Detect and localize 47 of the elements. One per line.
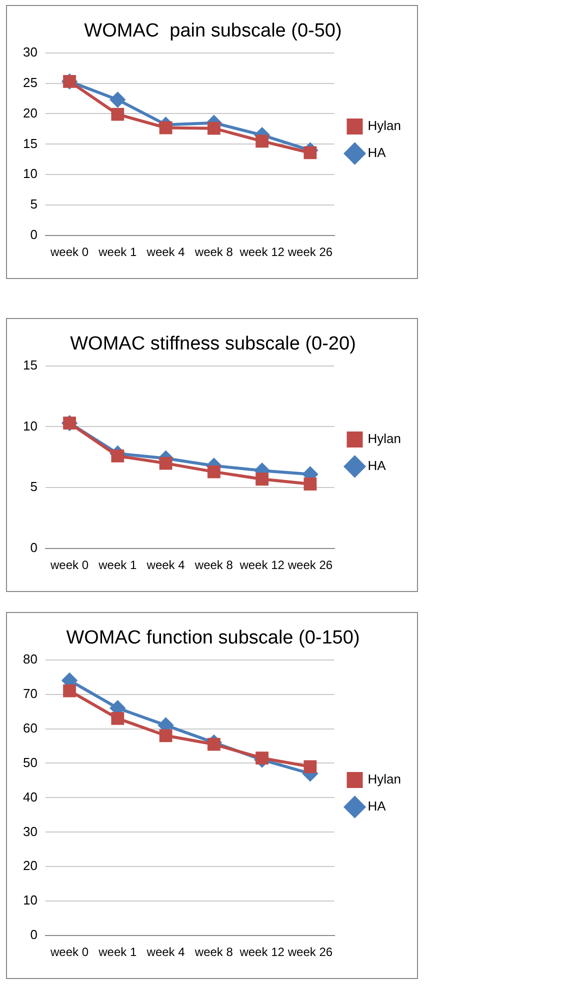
x-tick-label: week 12 [238,245,285,260]
x-tick-label: week 4 [146,245,186,260]
x-tick-label: week 26 [286,245,333,260]
x-tick-label: week 1 [98,245,137,260]
legend-label: HA [368,798,386,814]
y-tick-label: 0 [30,540,38,556]
y-tick-label: 50 [22,754,38,770]
legend-label: Hylan [368,431,402,446]
legend-label: HA [368,145,386,160]
y-tick-label: 15 [22,357,38,372]
y-tick-label: 30 [22,824,38,839]
x-tick-label: week 26 [286,558,333,572]
y-tick-label: 20 [22,858,38,874]
y-tick-label: 15 [22,136,38,151]
y-tick-label: 70 [22,686,38,701]
y-tick-label: 40 [22,789,38,804]
y-tick-label: 0 [30,927,38,942]
x-tick-label: week 12 [238,558,285,572]
x-tick-label: week 0 [50,945,89,960]
x-tick-label: week 0 [50,245,89,260]
x-tick-label: week 26 [286,945,333,960]
x-tick-label: week 8 [194,945,234,960]
x-tick-label: week 1 [98,945,137,960]
legend-label: Hylan [368,118,402,134]
y-tick-label: 5 [30,479,38,494]
x-tick-label: week 8 [194,558,234,572]
x-tick-label: week 4 [146,558,186,572]
y-tick-label: 20 [22,105,38,120]
y-tick-label: 25 [22,74,38,90]
x-tick-label: week 1 [98,558,137,572]
x-tick-label: week 4 [146,945,186,960]
x-tick-label: week 8 [194,245,234,260]
y-tick-label: 10 [22,166,38,182]
y-tick-label: 80 [22,651,38,666]
y-tick-label: 60 [22,720,38,736]
x-tick-label: week 0 [50,558,89,572]
legend-label: HA [368,458,386,474]
y-tick-label: 0 [30,227,38,242]
y-tick-label: 30 [22,44,38,60]
x-tick-label: week 12 [238,945,285,960]
y-tick-label: 10 [22,418,38,434]
chart-title: WOMAC function subscale (0-150) [66,628,360,649]
chart-title: WOMAC pain subscale (0-50) [84,20,342,42]
y-tick-label: 10 [22,892,38,908]
legend-label: Hylan [368,772,402,787]
chart-title: WOMAC stiffness subscale (0-20) [70,334,356,355]
y-tick-label: 5 [30,196,38,212]
